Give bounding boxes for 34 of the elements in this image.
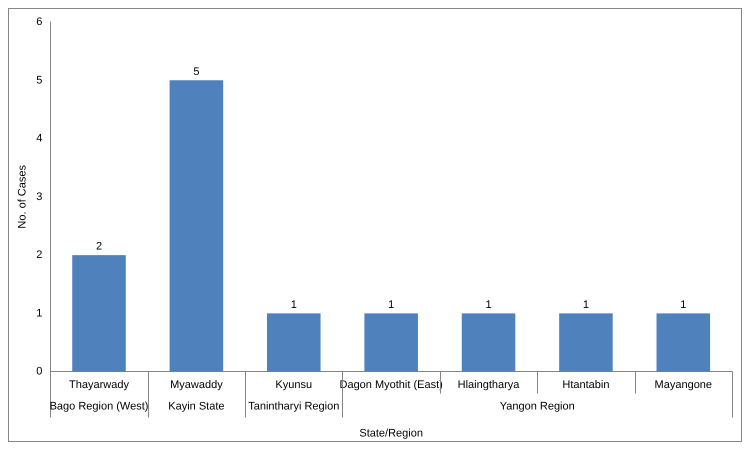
y-tick-label: 5 (36, 74, 42, 86)
x-tick-label: Myawaddy (170, 379, 224, 392)
x-axis-title: State/Region (359, 427, 423, 440)
x-tick-label: Thayarwady (69, 379, 130, 392)
bar (72, 255, 126, 372)
y-tick-label: 2 (36, 249, 42, 262)
bar (170, 80, 224, 372)
data-label: 1 (485, 298, 492, 311)
bar (559, 313, 613, 372)
data-label: 1 (388, 298, 394, 311)
y-tick-label: 6 (36, 16, 42, 28)
data-label: 1 (582, 298, 589, 311)
x-tick-label: Hlaingtharya (458, 379, 520, 392)
x-tick-label: Dagon Myothit (East) (339, 379, 443, 392)
data-label: 1 (290, 298, 297, 311)
text: Yangon Region (500, 400, 575, 413)
data-label: 1 (680, 298, 686, 311)
y-tick-label: 3 (36, 190, 42, 203)
bar (462, 313, 516, 372)
bar (656, 313, 710, 372)
data-label: 2 (96, 240, 102, 253)
y-tick-label: 1 (36, 307, 42, 320)
text: Kayin State (168, 400, 225, 413)
bar (266, 313, 321, 372)
y-tick-label: 4 (36, 132, 42, 145)
y-tick-label: 0 (36, 366, 42, 378)
y-axis-title: No. of Cases (16, 164, 29, 229)
text: Bago Region (West) (50, 400, 148, 413)
x-tick-label: Kyunsu (275, 379, 312, 392)
text: Tanintharyi Region (248, 400, 340, 413)
data-label: 5 (193, 66, 200, 78)
x-tick-label: Htantabin (562, 379, 610, 392)
bar (364, 313, 418, 372)
x-tick-label: Mayangone (654, 379, 712, 392)
